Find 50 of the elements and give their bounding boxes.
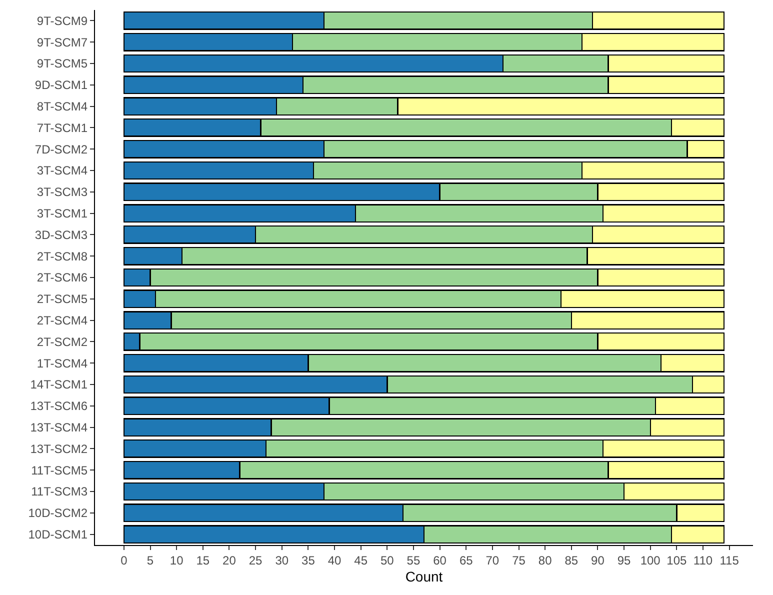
x-tick-label: 20 xyxy=(222,553,236,568)
y-tick-label: 9T-SCM5 xyxy=(36,56,88,71)
y-tick-label: 11T-SCM3 xyxy=(31,484,88,499)
y-tick-label: 13T-SCM6 xyxy=(30,399,88,414)
x-tick-label: 95 xyxy=(617,553,632,568)
x-tick-label: 5 xyxy=(146,553,154,568)
x-tick-label: 10 xyxy=(170,553,184,568)
y-tick-label: 3T-SCM1 xyxy=(36,206,88,220)
y-tick-label: 2T-SCM4 xyxy=(36,314,88,328)
x-tick-label: 100 xyxy=(640,553,661,568)
x-tick-label: 115 xyxy=(720,553,740,568)
y-tick-label: 7T-SCM1 xyxy=(36,120,88,135)
y-tick-label: 10D-SCM2 xyxy=(28,506,88,520)
x-tick-label: 35 xyxy=(302,553,316,568)
x-tick-label: 60 xyxy=(433,553,447,568)
y-tick-label: 2T-SCM5 xyxy=(36,292,88,306)
x-tick-label: 90 xyxy=(591,553,605,568)
y-tick-label: 10D-SCM1 xyxy=(28,528,88,542)
y-tick-label: 13T-SCM4 xyxy=(30,420,88,434)
y-tick-label: 9T-SCM9 xyxy=(36,14,88,28)
x-tick-label: 0 xyxy=(120,553,128,568)
x-tick-label: 45 xyxy=(354,553,368,568)
y-tick-label: 11T-SCM5 xyxy=(31,463,88,478)
y-tick-label: 7D-SCM2 xyxy=(34,142,88,156)
x-tick-label: 105 xyxy=(666,553,687,568)
x-tick-label: 55 xyxy=(406,553,420,568)
x-tick-label: 70 xyxy=(486,553,500,568)
y-tick-label: 8T-SCM4 xyxy=(36,100,88,114)
y-tick-label: 3T-SCM4 xyxy=(36,164,88,178)
y-tick-label: 2T-SCM8 xyxy=(36,249,88,264)
y-tick-label: 2T-SCM2 xyxy=(36,334,88,349)
x-tick-label: 80 xyxy=(538,553,552,568)
y-tick-label: 13T-SCM2 xyxy=(30,442,88,456)
x-tick-label: 40 xyxy=(328,553,342,568)
x-tick-label: 110 xyxy=(693,553,713,568)
x-tick-label: 75 xyxy=(512,553,526,568)
x-tick-label: 50 xyxy=(380,553,394,568)
y-tick-label: 3D-SCM3 xyxy=(34,228,88,242)
y-tick-label: 9D-SCM1 xyxy=(34,78,88,92)
x-tick-label: 85 xyxy=(564,553,578,568)
y-tick-label: 2T-SCM6 xyxy=(36,270,88,285)
y-tick-label: 3T-SCM3 xyxy=(36,185,88,200)
x-tick-label: 15 xyxy=(196,553,210,568)
y-tick-label: 1T-SCM4 xyxy=(36,356,88,370)
x-tick-label: 65 xyxy=(459,553,474,568)
y-tick-label: 14T-SCM1 xyxy=(30,378,88,392)
y-tick-label: 9T-SCM7 xyxy=(36,35,88,50)
x-axis-title: Count xyxy=(405,568,443,585)
x-tick-label: 30 xyxy=(275,553,289,568)
x-tick-label: 25 xyxy=(248,553,263,568)
